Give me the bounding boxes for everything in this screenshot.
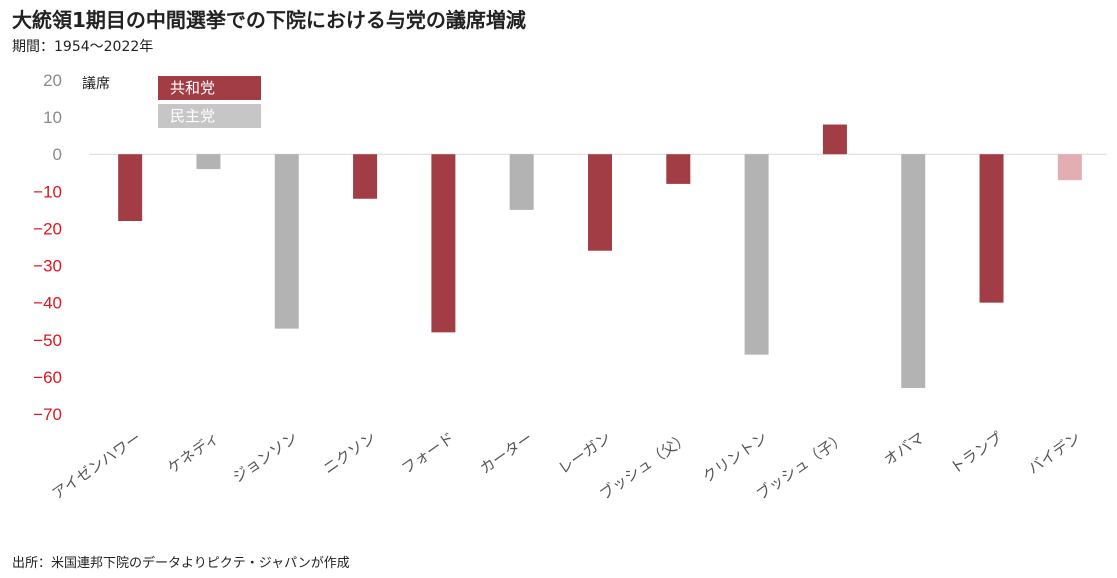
x-category-label: ケネディ	[164, 429, 223, 478]
x-category-label: クリントン	[699, 429, 771, 487]
bar-10	[822, 124, 847, 155]
x-category-label: アイゼンハワー	[49, 429, 145, 504]
x-category-label: ニクソン	[320, 429, 379, 478]
x-category-label: フォード	[398, 429, 457, 478]
x-category-label: トランプ	[947, 429, 1006, 478]
bar-6	[509, 154, 534, 210]
y-tick-label: −70	[33, 405, 62, 424]
x-category-label: レーガン	[555, 429, 614, 478]
bar-11	[901, 154, 926, 389]
y-tick-label: 10	[43, 108, 62, 127]
y-tick-label: 20	[43, 71, 62, 90]
y-axis-unit-label: 議席	[82, 76, 110, 92]
bar-12	[979, 154, 1004, 303]
legend-republican: 共和党	[158, 76, 261, 100]
bar-9	[744, 154, 769, 355]
chart-subtitle: 期間：1954～2022年	[12, 39, 154, 55]
y-tick-label: −60	[33, 368, 62, 387]
bar-5	[431, 154, 456, 333]
y-tick-label: −10	[33, 182, 62, 201]
chart-title: 大統領1期目の中間選挙での下院における与党の議席増減	[12, 8, 526, 32]
y-tick-label: 0	[53, 145, 62, 164]
y-tick-label: −20	[33, 219, 62, 238]
bar-4	[353, 154, 378, 199]
bar-8	[666, 154, 691, 184]
bar-13	[1057, 154, 1082, 181]
bar-3	[274, 154, 299, 329]
x-category-label: カーター	[477, 429, 536, 478]
source-note: 出所：米国連邦下院のデータよりピクテ・ジャパンが作成	[12, 556, 350, 571]
x-category-label: ジョンソン	[229, 429, 301, 487]
x-category-label: バイデン	[1025, 429, 1084, 478]
legend-democrat: 民主党	[158, 104, 261, 128]
y-tick-label: −30	[33, 257, 62, 276]
x-category-label: オバマ	[880, 429, 927, 470]
bar-2	[196, 154, 221, 170]
y-tick-label: −50	[33, 331, 62, 350]
y-tick-label: −40	[33, 294, 62, 313]
bar-1	[118, 154, 143, 222]
bar-7	[588, 154, 612, 251]
